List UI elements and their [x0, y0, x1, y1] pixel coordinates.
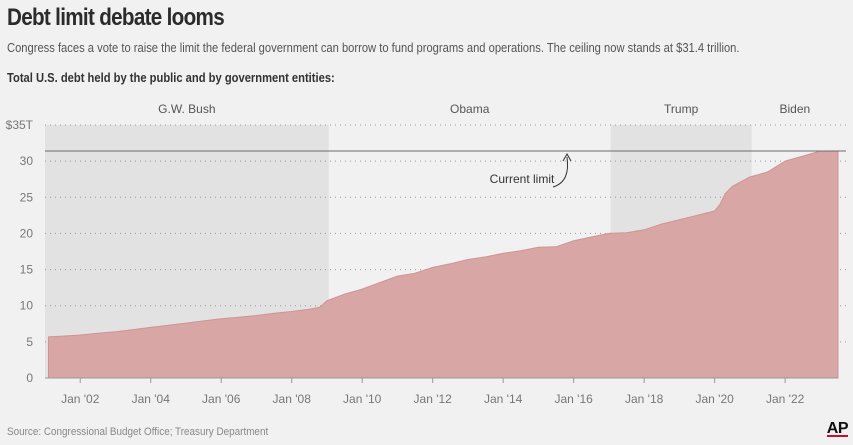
debt-limit-arrowhead [562, 152, 572, 162]
x-tick-label: Jan '16 [555, 392, 594, 406]
president-labels: G.W. Bush Obama Trump Biden [158, 102, 810, 116]
president-label: Trump [664, 102, 699, 116]
president-label: Obama [450, 102, 490, 116]
x-tick-label: Jan '08 [273, 392, 312, 406]
y-tick-label: 20 [20, 226, 34, 240]
x-tick-label: Jan '20 [695, 392, 734, 406]
president-label: G.W. Bush [158, 102, 215, 116]
debt-limit-arrow [552, 156, 569, 188]
y-tick-label: $35T [6, 118, 34, 132]
x-tick-label: Jan '14 [484, 392, 523, 406]
chart-label: Total U.S. debt held by the public and b… [7, 70, 335, 85]
x-tick-label: Jan '06 [202, 392, 241, 406]
chart-title: Debt limit debate looms [7, 4, 225, 31]
y-tick-label: 15 [20, 263, 34, 277]
x-tick-label: Jan '10 [343, 392, 382, 406]
ap-logo: AP [826, 420, 849, 437]
debt-limit-reference: Current limit [45, 150, 846, 188]
x-tick-label: Jan '18 [625, 392, 664, 406]
debt-limit-label: Current limit [490, 172, 555, 186]
y-tick-label: 10 [20, 299, 34, 313]
x-tick-label: Jan '04 [132, 392, 171, 406]
y-tick-label: 30 [20, 154, 34, 168]
debt-area [48, 150, 839, 379]
y-tick-label: 0 [26, 371, 33, 385]
x-tick-label: Jan '12 [414, 392, 453, 406]
axes: 0 5 10 15 20 25 30 $35T Jan '02 Jan '04 Jan '06 Jan… [6, 118, 838, 406]
chart-subtitle: Congress faces a vote to raise the limit… [7, 40, 740, 55]
source-note: Source: Congressional Budget Office; Tre… [7, 426, 269, 438]
president-label: Biden [779, 102, 810, 116]
debt-area-series [48, 150, 839, 379]
y-tick-label: 5 [26, 335, 33, 349]
y-tick-label: 25 [20, 190, 34, 204]
x-tick-label: Jan '02 [61, 392, 100, 406]
x-tick-label: Jan '22 [766, 392, 805, 406]
